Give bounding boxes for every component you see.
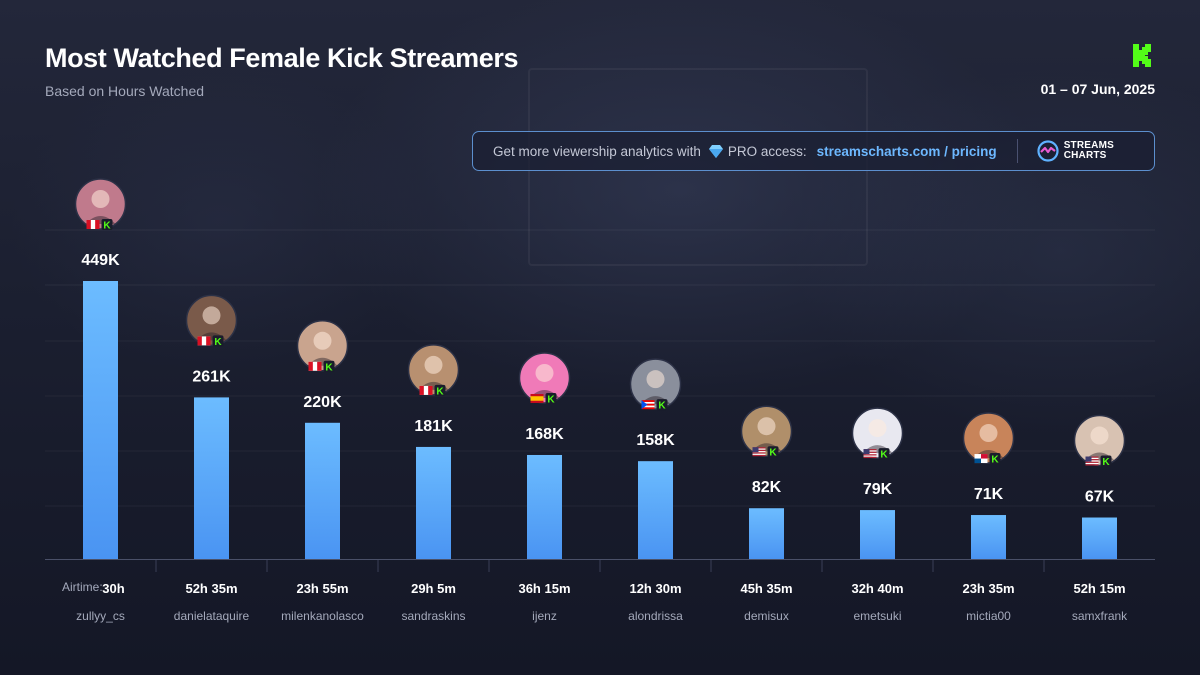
kick-badge-letter: K (880, 450, 888, 461)
kick-badge-letter: K (547, 394, 555, 405)
value-label: 220K (303, 394, 342, 411)
avatar-face (979, 424, 998, 443)
promo-divider (1016, 139, 1018, 163)
bar (860, 510, 895, 559)
streamer-name: ijenz (532, 609, 557, 623)
kick-badge-icon (767, 446, 779, 458)
avatar-face (1090, 426, 1109, 445)
streamscharts-logo: STREAMS CHARTS (1037, 140, 1114, 162)
value-label: 82K (752, 479, 782, 496)
flag-panama-icon (974, 454, 988, 464)
flag-usa-icon (1085, 456, 1099, 466)
bar (1082, 517, 1117, 559)
kick-badge-letter: K (769, 448, 777, 459)
streamer-name: emetsuki (853, 609, 901, 623)
kick-badge-letter: K (991, 455, 999, 466)
streamer-name: danielataquire (174, 609, 250, 623)
kick-badge-icon (323, 360, 335, 372)
avatar-face (424, 355, 443, 374)
promo-pro-text: PRO access: (727, 143, 807, 159)
kick-badge-letter: K (658, 401, 666, 412)
airtime-prefix: Airtime: (62, 580, 103, 594)
kick-badge-letter: K (325, 362, 333, 373)
streamscharts-wordmark-line2: CHARTS (1063, 150, 1107, 161)
flag-peru-icon (197, 336, 211, 346)
airtime-value: 36h 15m (518, 581, 570, 596)
avatar-face (313, 331, 332, 350)
streamscharts-logo-icon (1037, 140, 1059, 162)
kick-badge-icon (878, 448, 890, 460)
value-label: 261K (192, 368, 231, 385)
diamond-icon (708, 144, 723, 158)
airtime-value: 32h 40m (851, 581, 903, 596)
promo-text: Get more viewership analytics with (493, 143, 701, 159)
flag-usa-icon (863, 449, 877, 459)
value-label: 71K (974, 486, 1004, 503)
kick-badge-letter: K (436, 386, 444, 397)
flag-puerto-rico-icon (641, 400, 655, 410)
kick-badge-icon (212, 335, 224, 347)
avatar-face (646, 370, 665, 389)
airtime-value: 52h 15m (1073, 581, 1125, 596)
kick-logo-icon (1133, 44, 1151, 67)
avatar-face (91, 190, 110, 208)
flag-peru-icon (419, 385, 433, 395)
kick-badge-letter: K (214, 337, 222, 348)
value-label: 449K (81, 252, 120, 269)
streamer-name: demisux (744, 609, 789, 623)
kick-badge-icon (656, 399, 668, 411)
streamer-name: zullyy_cs (76, 609, 125, 623)
streamscharts-wordmark: STREAMS CHARTS (1064, 141, 1114, 161)
streamer-name: mictia00 (966, 609, 1011, 623)
streamer-name: milenkanolasco (281, 609, 364, 623)
kick-badge-icon (545, 392, 557, 404)
promo-banner[interactable]: Get more viewership analytics with PRO a… (472, 131, 1155, 171)
bar (194, 397, 229, 559)
kick-badge-letter: K (1102, 457, 1110, 468)
streamer-name: samxfrank (1072, 609, 1128, 623)
avatar-face (535, 363, 554, 382)
bar (416, 446, 451, 559)
bar (971, 515, 1006, 559)
page-subtitle: Based on Hours Watched (45, 83, 205, 99)
value-label: 158K (636, 432, 675, 449)
flag-usa-icon (752, 447, 766, 457)
flag-spain-icon (530, 393, 544, 403)
avatar-face (757, 417, 776, 436)
bar (749, 508, 784, 559)
airtime-value: 30h (102, 581, 124, 596)
airtime-value: 23h 35m (962, 581, 1014, 596)
airtime-value: 23h 55m (296, 581, 348, 596)
kick-badge-icon (989, 453, 1001, 465)
flag-peru-icon (308, 361, 322, 371)
avatar-face (202, 306, 221, 325)
pricing-link[interactable]: streamscharts.com / pricing (816, 143, 997, 159)
kick-badge-icon (101, 219, 113, 230)
bar (305, 422, 340, 559)
value-label: 168K (525, 426, 564, 443)
avatar-face (868, 419, 887, 438)
kick-badge-icon (434, 384, 446, 396)
airtime-value: 45h 35m (740, 581, 792, 596)
value-label: 79K (863, 481, 893, 498)
bar (527, 454, 562, 559)
flag-peru-icon (86, 220, 100, 229)
value-label: 181K (414, 418, 453, 435)
kick-badge-letter: K (103, 221, 111, 232)
page-title: Most Watched Female Kick Streamers (45, 43, 519, 73)
bar (83, 281, 118, 559)
bar (638, 461, 673, 559)
kick-badge-icon (1100, 455, 1112, 467)
airtime-value: 12h 30m (629, 581, 681, 596)
streamer-name: sandraskins (401, 609, 465, 623)
streamer-name: alondrissa (628, 609, 683, 623)
airtime-value: 52h 35m (185, 581, 237, 596)
value-label: 67K (1085, 489, 1115, 506)
streamscharts-wordmark-line1: STREAMS (1063, 140, 1114, 151)
date-range: 01 – 07 Jun, 2025 (1040, 81, 1155, 97)
airtime-value: 29h 5m (411, 581, 456, 596)
